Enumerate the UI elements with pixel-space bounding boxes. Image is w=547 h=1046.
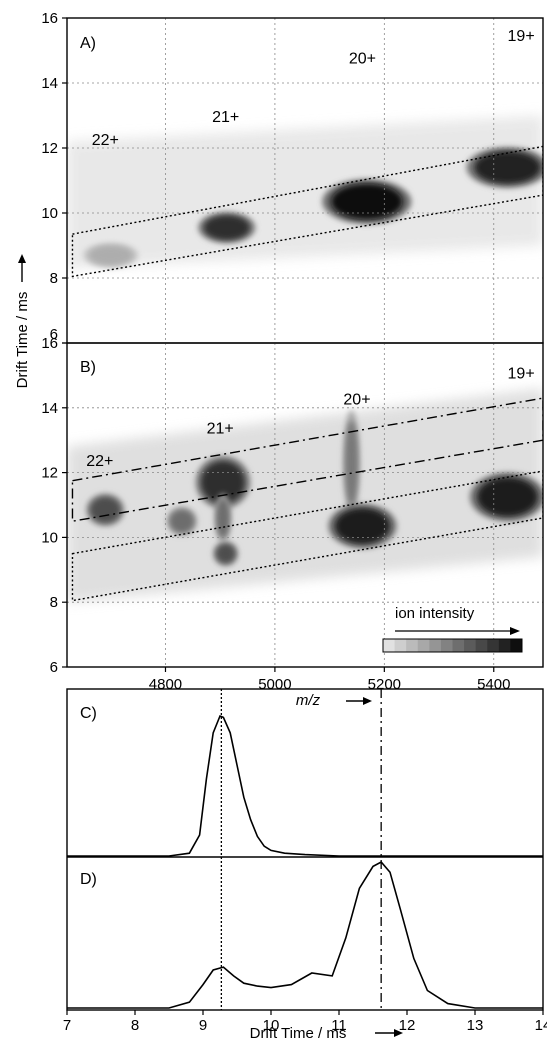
charge-state-label: 22+ bbox=[92, 132, 119, 149]
panel-cd: C) D) 7 8 9 10 11 12 13 14 Drift Time / ms bbox=[63, 688, 547, 1042]
colorbar-step bbox=[383, 639, 396, 652]
y-axis-label: Drift Time / ms bbox=[14, 292, 31, 389]
x-tick-label: 12 bbox=[399, 1017, 416, 1034]
x-tick-label: 14 bbox=[535, 1017, 547, 1034]
panel-a-y-ticks: 6 8 10 12 14 16 bbox=[41, 10, 67, 344]
trace-d bbox=[67, 860, 543, 1009]
charge-state-label: 21+ bbox=[212, 109, 239, 126]
x-axis-label-drift-time: Drift Time / ms bbox=[250, 1025, 347, 1042]
haze-band bbox=[67, 388, 543, 603]
reference-lines bbox=[220, 689, 382, 1010]
colorbar-step bbox=[452, 639, 465, 652]
y-tick-label: 6 bbox=[50, 326, 58, 343]
x-axis-label-arrow-head bbox=[363, 697, 372, 705]
y-tick-label: 8 bbox=[50, 594, 58, 611]
drift-axis-arrow-head bbox=[394, 1029, 403, 1037]
charge-state-label: 20+ bbox=[349, 51, 376, 68]
colorbar: ion intensity bbox=[382, 605, 523, 653]
charge-state-label: 19+ bbox=[508, 28, 535, 45]
y-axis-label-group: Drift Time / ms bbox=[14, 254, 31, 388]
y-tick-label: 6 bbox=[50, 659, 58, 676]
panel-b-label: B) bbox=[80, 359, 96, 376]
panel-cd-frame bbox=[66, 688, 544, 1011]
panel-b-charge-labels: 22+ 21+ 20+ 19+ bbox=[86, 366, 534, 470]
spot bbox=[89, 496, 121, 523]
x-tick-label: 4800 bbox=[149, 676, 182, 693]
spot bbox=[169, 509, 194, 533]
panel-b: 6 8 10 12 14 16 4800 5000 5200 5400 22+ 21+ 20+ 19+… bbox=[41, 335, 544, 709]
y-tick-label: 14 bbox=[41, 75, 58, 92]
charge-state-label: 22+ bbox=[86, 453, 113, 470]
spot bbox=[216, 498, 230, 538]
colorbar-arrow-head bbox=[510, 627, 520, 635]
panel-b-spots bbox=[86, 410, 543, 566]
colorbar-step bbox=[498, 639, 511, 652]
region-box-dotted bbox=[71, 470, 543, 602]
y-axis-label-arrow-head bbox=[18, 254, 26, 263]
y-tick-label: 10 bbox=[41, 205, 58, 222]
panel-a-label: A) bbox=[80, 35, 96, 52]
panel-a-background-haze bbox=[67, 115, 543, 269]
charge-state-label: 19+ bbox=[508, 366, 535, 383]
y-tick-label: 10 bbox=[41, 529, 58, 546]
x-tick-label: 7 bbox=[63, 1017, 71, 1034]
panel-b-y-ticks: 6 8 10 12 14 16 bbox=[41, 335, 67, 676]
spot bbox=[335, 508, 390, 544]
spot bbox=[88, 245, 133, 265]
y-tick-label: 8 bbox=[50, 270, 58, 287]
y-tick-label: 16 bbox=[41, 10, 58, 27]
panel-a-charge-labels: 22+ 21+ 20+ 19+ bbox=[92, 28, 535, 149]
panel-d-label: D) bbox=[80, 871, 97, 888]
panel-d-x-ticks: 7 8 9 10 11 12 13 14 bbox=[63, 1010, 547, 1034]
spot bbox=[331, 183, 403, 220]
x-tick-label: 8 bbox=[131, 1017, 139, 1034]
colorbar-frame bbox=[382, 638, 523, 653]
panel-b-frame bbox=[66, 342, 544, 668]
x-tick-label: 5400 bbox=[477, 676, 510, 693]
colorbar-step bbox=[417, 639, 430, 652]
x-tick-label: 13 bbox=[467, 1017, 484, 1034]
colorbar-step bbox=[394, 639, 407, 652]
x-tick-label: 9 bbox=[199, 1017, 207, 1034]
spot bbox=[203, 215, 250, 240]
y-tick-label: 16 bbox=[41, 335, 58, 352]
charge-state-label: 21+ bbox=[207, 421, 234, 438]
colorbar-step bbox=[487, 639, 500, 652]
spot bbox=[215, 543, 236, 564]
x-tick-label: 5200 bbox=[368, 676, 401, 693]
spot bbox=[477, 477, 538, 517]
colorbar-step bbox=[475, 639, 488, 652]
y-tick-label: 12 bbox=[41, 465, 58, 482]
y-tick-label: 14 bbox=[41, 400, 58, 417]
trace-c bbox=[67, 714, 543, 857]
haze-band bbox=[67, 115, 543, 269]
x-tick-label: 10 bbox=[263, 1017, 280, 1034]
region-box-dotted bbox=[71, 145, 543, 278]
panel-a-spots bbox=[83, 147, 543, 268]
colorbar-gradient bbox=[383, 639, 523, 652]
panel-b-background-haze bbox=[67, 388, 543, 603]
panel-c-label: C) bbox=[80, 705, 97, 722]
x-tick-label: 5000 bbox=[258, 676, 291, 693]
spot bbox=[201, 461, 245, 504]
colorbar-step bbox=[440, 639, 453, 652]
x-tick-label: 11 bbox=[331, 1017, 347, 1034]
colorbar-step bbox=[510, 639, 523, 652]
colorbar-step bbox=[406, 639, 419, 652]
panel-a-region-boxes bbox=[71, 145, 543, 278]
panel-b-region-boxes bbox=[71, 397, 543, 602]
colorbar-step bbox=[464, 639, 477, 652]
x-axis-label-mz: m/z bbox=[296, 692, 321, 709]
colorbar-step bbox=[429, 639, 442, 652]
y-tick-label: 12 bbox=[41, 140, 58, 157]
spot bbox=[344, 420, 359, 505]
spot bbox=[474, 151, 541, 184]
panel-a-grid bbox=[67, 18, 543, 343]
colorbar-label: ion intensity bbox=[395, 605, 475, 622]
charge-state-label: 20+ bbox=[343, 392, 370, 409]
panel-a: 6 8 10 12 14 16 22+ 21+ 20+ 19+ A) bbox=[41, 10, 544, 344]
